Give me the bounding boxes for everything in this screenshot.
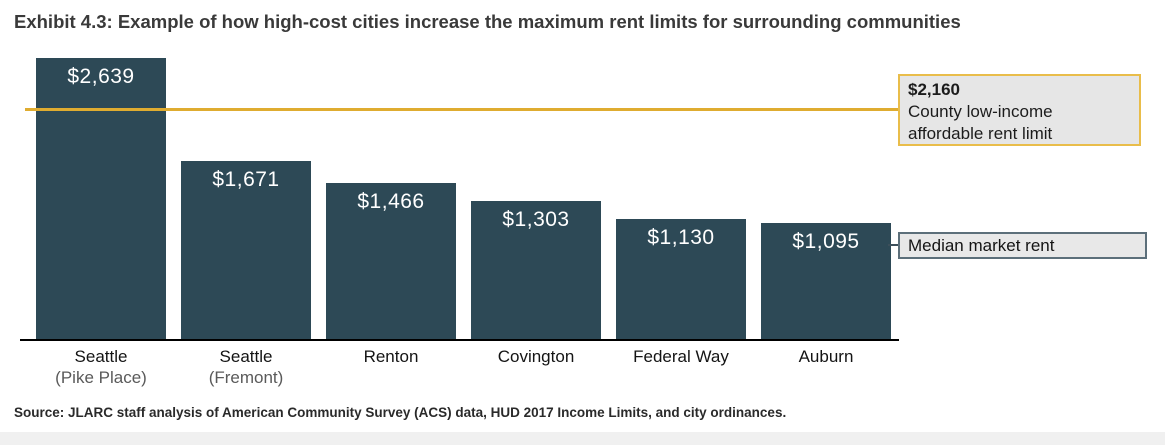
median-connector-line (888, 244, 898, 246)
median-label-box: Median market rent (898, 232, 1147, 259)
city-sublabel: (Fremont) (208, 368, 284, 387)
bar-seattle: $2,639 (36, 58, 166, 340)
threshold-label-line-1: County low-income (908, 102, 1053, 121)
bar-covington: $1,303 (471, 201, 601, 340)
bottom-strip (0, 432, 1165, 445)
bar-auburn: $1,095 (761, 223, 891, 340)
x-axis-label: Covington (471, 346, 601, 367)
city-name: Auburn (798, 347, 854, 366)
x-axis-label: Auburn (761, 346, 891, 367)
bar-value-label: $1,466 (357, 190, 425, 213)
bar-value-label: $1,095 (792, 230, 860, 253)
x-axis-label: Federal Way (616, 346, 746, 367)
city-sublabel: (Pike Place) (55, 368, 147, 387)
bar-value-label: $1,671 (212, 168, 280, 191)
x-axis-line (20, 339, 899, 341)
threshold-label-line-2: affordable rent limit (908, 124, 1053, 143)
x-axis-label: Seattle (Fremont) (181, 346, 311, 388)
city-name: Federal Way (633, 347, 729, 366)
bar-seattle: $1,671 (181, 161, 311, 340)
source-note: Source: JLARC staff analysis of American… (14, 405, 787, 420)
city-name: Covington (497, 347, 575, 366)
city-name: Seattle (219, 347, 273, 366)
bar-renton: $1,466 (326, 183, 456, 340)
threshold-value: $2,160 (908, 80, 960, 99)
bar-value-label: $1,303 (502, 208, 570, 231)
exhibit-title: Exhibit 4.3: Example of how high-cost ci… (14, 11, 961, 32)
threshold-line (25, 108, 898, 111)
bar-value-label: $1,130 (647, 226, 715, 249)
threshold-label-box: $2,160 County low-income affordable rent… (898, 74, 1141, 146)
city-name: Seattle (74, 347, 128, 366)
median-label: Median market rent (908, 235, 1055, 255)
x-axis-label: Seattle (Pike Place) (36, 346, 166, 388)
bar-federal-way: $1,130 (616, 219, 746, 340)
city-name: Renton (363, 347, 419, 366)
x-axis-label: Renton (326, 346, 456, 367)
bar-value-label: $2,639 (67, 65, 135, 88)
